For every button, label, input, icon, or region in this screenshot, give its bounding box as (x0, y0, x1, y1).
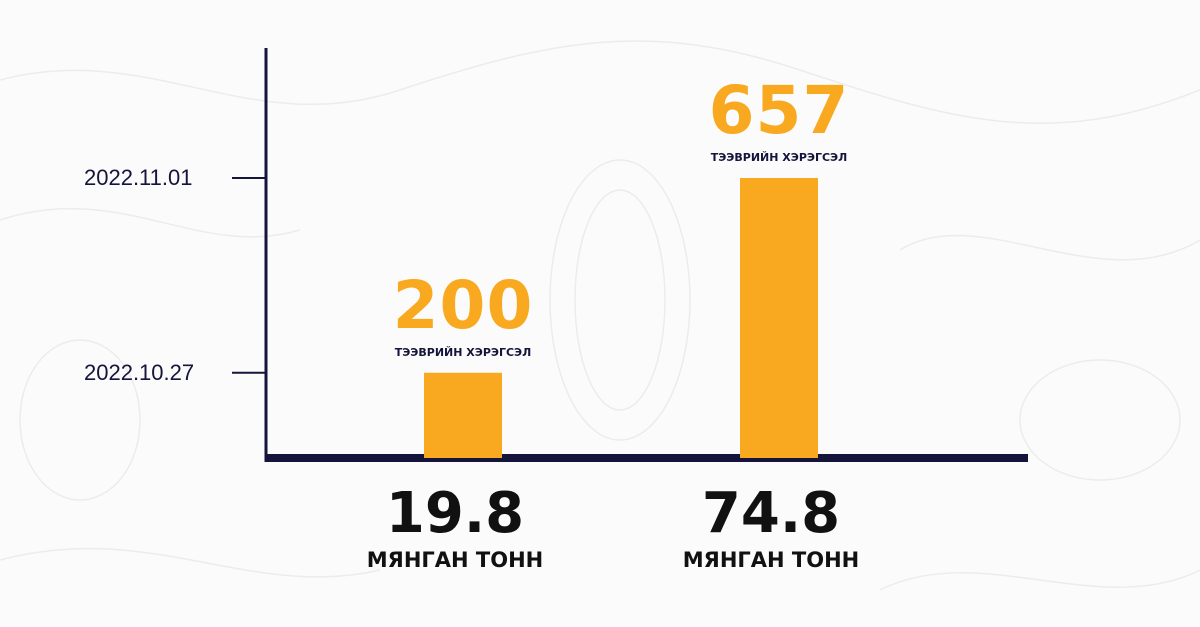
y-tick-label: 2022.10.27 (84, 359, 195, 385)
data-label-caption: ТЭЭВРИЙН ХЭРЭГСЭЛ (710, 151, 848, 164)
data-label-caption: ТЭЭВРИЙН ХЭРЭГСЭЛ (394, 345, 532, 359)
x-value-label: 74.8 (701, 481, 841, 546)
bar (740, 178, 818, 458)
data-label: 657 (708, 72, 850, 149)
x-unit-label: МЯНГАН ТОНН (682, 548, 860, 572)
data-label: 200 (392, 266, 534, 344)
y-tick-label: 2022.11.01 (84, 165, 193, 190)
bar (424, 372, 502, 458)
x-unit-label: МЯНГАН ТОНН (366, 548, 544, 572)
x-value-label: 19.8 (385, 481, 525, 546)
